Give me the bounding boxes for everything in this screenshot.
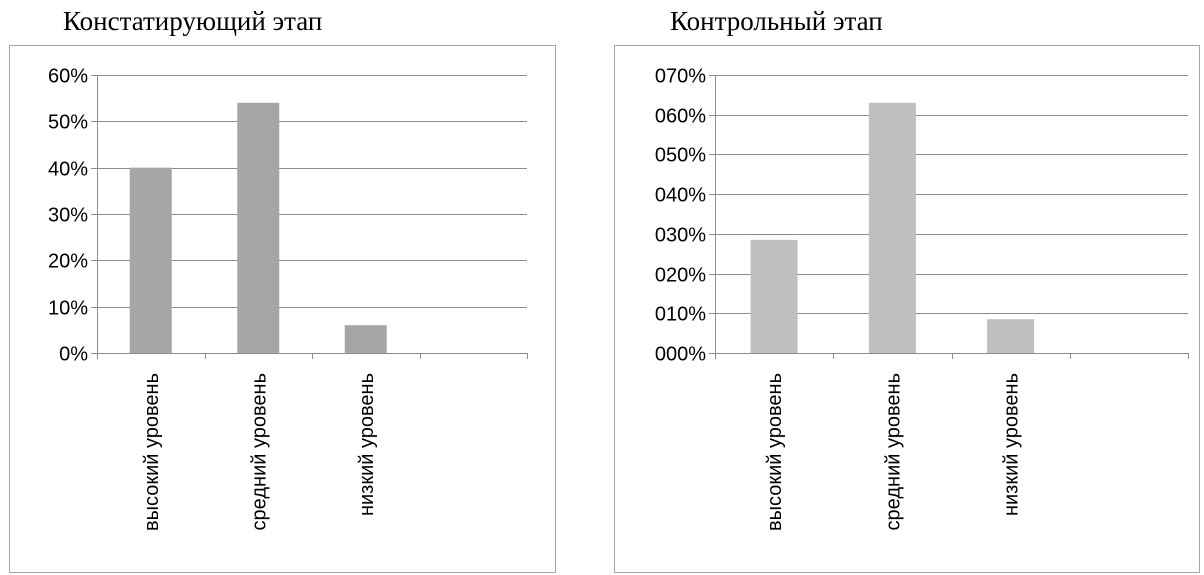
category-label: средний уровень [248,373,270,530]
chart-2-frame: 000% 010% 020% 030% 040% 050% 060% 070% высокий … [614,45,1200,573]
chart-2-plot: 000% 010% 020% 030% 040% 050% 060% 070% высокий … [655,66,1189,531]
y-tick-label: 070% [655,66,706,88]
chart-1-frame: 0% 10% 20% 30% 40% 50% 60% высокий уровень средн… [9,45,556,573]
bar-2 [237,102,280,353]
bar-3 [344,325,387,353]
y-tick-label: 0% [59,344,88,366]
chart-1-title: Констатирующий этап [63,6,323,36]
y-tick-label: 060% [655,106,706,128]
y-tick-label: 40% [48,159,88,181]
y-tick-label: 60% [48,66,88,88]
y-tick-label: 000% [655,344,706,366]
y-tick-label: 030% [655,225,706,247]
y-tick-label: 040% [655,185,706,207]
y-tick-label: 050% [655,145,706,167]
y-tick-label: 010% [655,304,706,326]
category-label: средний уровень [882,373,904,530]
y-tick-label: 020% [655,265,706,287]
category-label: низкий уровень [1001,373,1023,516]
chart-1-plot: 0% 10% 20% 30% 40% 50% 60% высокий уровень средн… [48,66,528,531]
y-tick-label: 10% [48,298,88,320]
category-label: высокий уровень [141,373,163,531]
y-tick-label: 20% [48,251,88,273]
bar-1 [750,239,798,353]
category-label: низкий уровень [356,373,378,516]
category-label: высокий уровень [764,373,786,531]
bar-1 [129,167,172,353]
chart-2-title: Контрольный этап [670,6,883,36]
bar-3 [987,319,1035,353]
y-tick-label: 50% [48,112,88,134]
y-tick-label: 30% [48,205,88,227]
bar-2 [868,102,916,353]
